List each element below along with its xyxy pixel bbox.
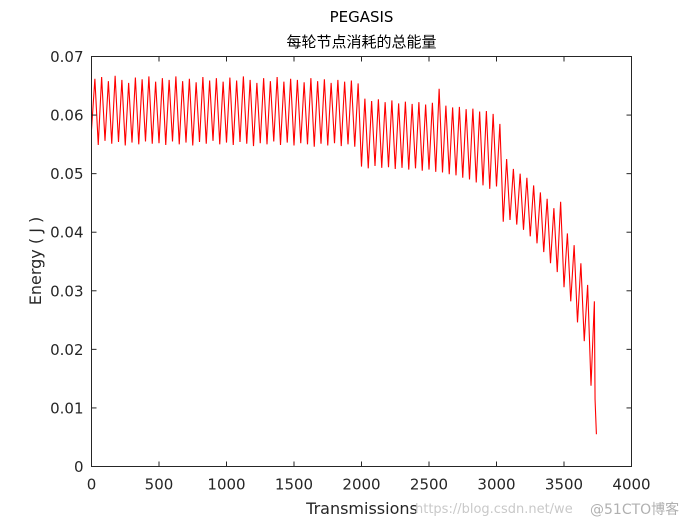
y-tick-label-3: 0.03: [50, 282, 83, 300]
tick-layer: 0 500 1000 1500 2000 2500 3000 3500 4000 0 0.01 0.0…: [50, 48, 651, 494]
y-tick-label-6: 0.06: [50, 107, 83, 125]
series-layer: [91, 75, 597, 435]
plot-background: [91, 56, 632, 467]
x-tick-label-8: 4000: [612, 476, 650, 494]
y-tick-label-2: 0.02: [50, 341, 83, 359]
y-axis-label: Energy ( J ): [26, 217, 45, 305]
y-tick-label-5: 0.05: [50, 165, 83, 183]
x-tick-label-1: 500: [145, 476, 174, 494]
x-tick-label-0: 0: [87, 476, 97, 494]
y-tick-label-1: 0.01: [50, 399, 83, 417]
watermark-url: https://blog.csdn.net/we: [415, 502, 573, 517]
x-tick-label-5: 2500: [410, 476, 448, 494]
x-tick-label-2: 1000: [207, 476, 245, 494]
watermark-site: @51CTO博客: [590, 501, 679, 518]
y-tick-label-0: 0: [74, 458, 84, 476]
x-axis-label: Transmissions: [305, 499, 418, 518]
chart-title: PEGASIS: [330, 8, 394, 26]
x-tick-label-4: 2000: [342, 476, 380, 494]
y-tick-label-4: 0.04: [50, 224, 83, 242]
x-tick-label-3: 1500: [275, 476, 313, 494]
series-line-0: [91, 75, 597, 435]
x-tick-label-7: 3500: [545, 476, 583, 494]
y-tick-label-7: 0.07: [50, 48, 83, 66]
chart-subtitle: 每轮节点消耗的总能量: [286, 33, 436, 51]
x-tick-label-6: 3000: [477, 476, 515, 494]
